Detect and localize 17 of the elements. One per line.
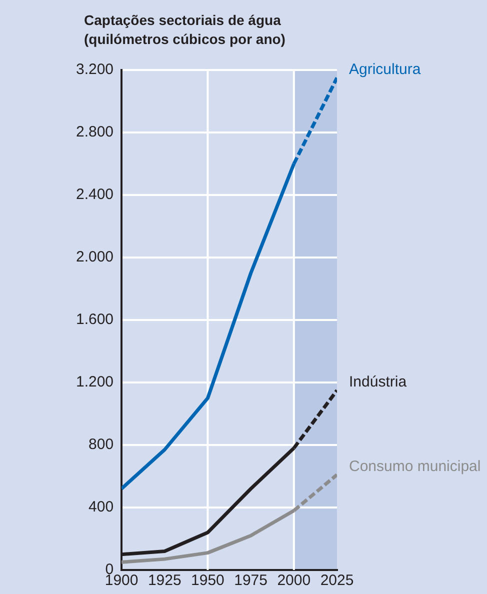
y-tick-label: 1.600 — [76, 311, 114, 328]
y-tick-label: 3.200 — [76, 61, 114, 78]
chart-title: Captações sectoriais de água (quilómetros cúbicos por ano) — [84, 12, 286, 47]
x-tick-label: 1975 — [234, 572, 268, 590]
y-tick-label: 2.800 — [76, 124, 114, 141]
y-tick-label: 800 — [88, 436, 114, 454]
y-tick-label: 400 — [88, 498, 114, 516]
x-tick-label: 2025 — [320, 572, 354, 590]
x-tick-label: 2000 — [277, 572, 311, 590]
x-tick-label: 1950 — [191, 572, 224, 590]
series-label: Agricultura — [349, 60, 422, 78]
series-label: Consumo municipal — [349, 458, 481, 475]
series-label: Indústria — [349, 373, 408, 390]
y-tick-label: 1.200 — [76, 374, 114, 391]
x-tick-label: 1925 — [148, 572, 182, 590]
y-tick-label: 2.400 — [76, 186, 114, 204]
y-tick-label: 2.000 — [76, 248, 114, 266]
